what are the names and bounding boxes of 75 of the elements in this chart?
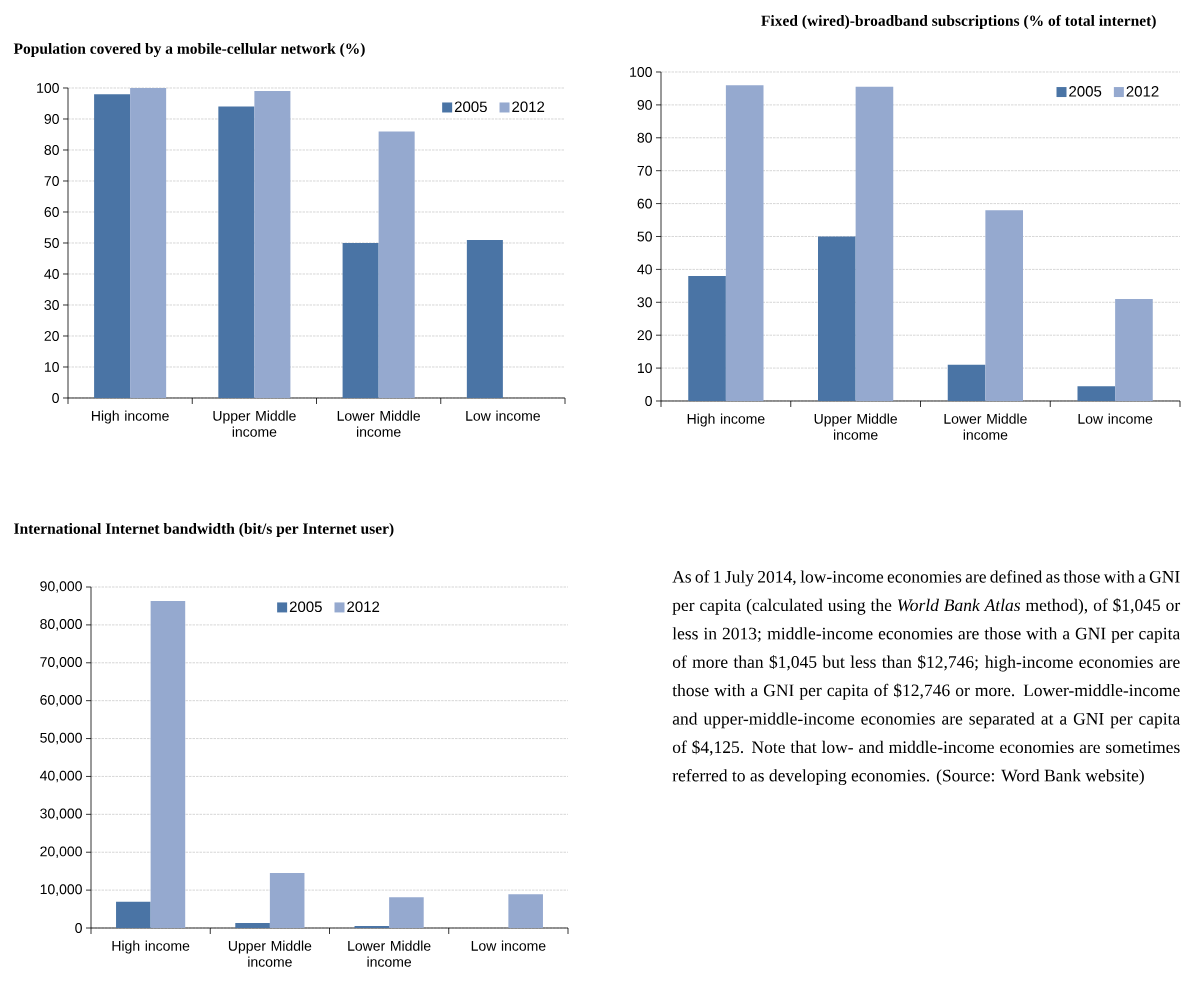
y-tick-label: 20,000: [40, 846, 82, 858]
y-tick-label: 20: [44, 331, 59, 341]
y-tick-label: 10,000: [40, 884, 82, 896]
y-tick-label: 0: [75, 923, 82, 933]
legend-label: 2005: [1069, 86, 1102, 97]
y-tick-label: 40: [637, 264, 652, 275]
text: As of 1 July 2014, low-income economies are defined as those with a GNI per capita (calculated using the World Bank Atlas method), of $1,045 or less in 2013; middle-income economies are those with a GNI per capita of more than $1,045 but less than $12,746; high-income economies are those with a GNI per capita of $12,746 or more. Lower-middle-income and upper-middle-income economies are separated at a GNI per capita of $4,125. Note that low- and middle-income economies are sometimes referred to as developing economies. (Source: Word Bank website): [672, 570, 1181, 786]
bar: [116, 901, 151, 928]
chart-title: International Internet bandwidth (bit/s per Internet user): [14, 522, 394, 538]
x-tick-label: Lower Middle income: [337, 410, 420, 437]
bar: [254, 91, 291, 398]
x-tick-label: Low income: [466, 410, 540, 421]
x-tick-label: Low income: [1078, 413, 1153, 424]
y-tick-label: 90: [44, 114, 59, 124]
bar: [466, 239, 503, 398]
y-tick-label: 40: [44, 269, 59, 279]
bar: [94, 94, 131, 398]
bar: [342, 242, 379, 398]
y-tick-label: 60: [637, 198, 652, 209]
y-tick-label: 10: [44, 362, 59, 372]
x-tick-label: Upper Middle income: [213, 410, 296, 437]
x-tick-label: High income: [112, 940, 190, 954]
bar: [688, 275, 726, 401]
bar: [269, 873, 305, 928]
x-tick-label: Low income: [471, 940, 546, 951]
bar: [218, 106, 255, 398]
bar: [1115, 299, 1153, 401]
y-tick-label: 90: [637, 99, 652, 110]
bar: [855, 86, 894, 401]
y-tick-label: 10: [637, 363, 652, 374]
y-tick-label: 80,000: [40, 619, 82, 631]
x-tick-label: Upper Middle income: [814, 413, 898, 440]
y-tick-label: 80: [637, 132, 652, 143]
bar: [725, 85, 764, 401]
y-tick-label: 100: [630, 67, 652, 77]
y-tick-label: 50: [44, 238, 59, 248]
y-tick-label: 80: [44, 145, 59, 155]
bar: [378, 131, 415, 398]
legend-label: 2012: [347, 601, 380, 613]
legend-label: 2005: [289, 601, 322, 613]
legend-label: 2012: [512, 101, 545, 113]
x-tick-label: High income: [687, 413, 765, 427]
y-tick-label: 0: [645, 396, 652, 406]
y-tick-label: 70,000: [40, 656, 82, 669]
y-tick-label: 50,000: [40, 732, 82, 745]
x-tick-label: Lower Middle income: [348, 940, 431, 967]
y-tick-label: 30: [44, 300, 59, 310]
legend-label: 2012: [1126, 86, 1159, 97]
x-tick-label: High income: [91, 410, 169, 424]
bar: [818, 236, 856, 401]
bar: [150, 601, 186, 928]
bar: [947, 364, 986, 401]
y-tick-label: 90,000: [40, 581, 82, 593]
bar: [985, 210, 1024, 401]
bar: [1077, 386, 1116, 401]
y-tick-label: 30,000: [40, 808, 82, 821]
bar: [235, 923, 270, 928]
x-tick-label: Lower Middle income: [944, 413, 1027, 440]
bar: [130, 87, 167, 398]
y-tick-label: 30: [637, 297, 652, 308]
y-tick-label: 50: [637, 231, 652, 242]
legend-label: 2005: [454, 101, 487, 113]
y-tick-label: 40,000: [39, 770, 82, 783]
y-tick-label: 70: [44, 176, 59, 186]
y-tick-label: 60,000: [40, 694, 82, 707]
bar: [389, 897, 424, 928]
y-tick-label: 100: [37, 83, 59, 93]
y-tick-label: 70: [637, 165, 652, 176]
chart-title: Fixed (wired)-broadband subscriptions (% of total internet): [761, 14, 1156, 30]
bar: [508, 894, 543, 928]
y-tick-label: 20: [637, 330, 652, 341]
y-tick-label: 0: [52, 393, 59, 403]
chart-title: Population covered by a mobile-cellular network (%): [13, 42, 365, 58]
y-tick-label: 60: [44, 207, 59, 217]
x-tick-label: Upper Middle income: [228, 940, 312, 967]
